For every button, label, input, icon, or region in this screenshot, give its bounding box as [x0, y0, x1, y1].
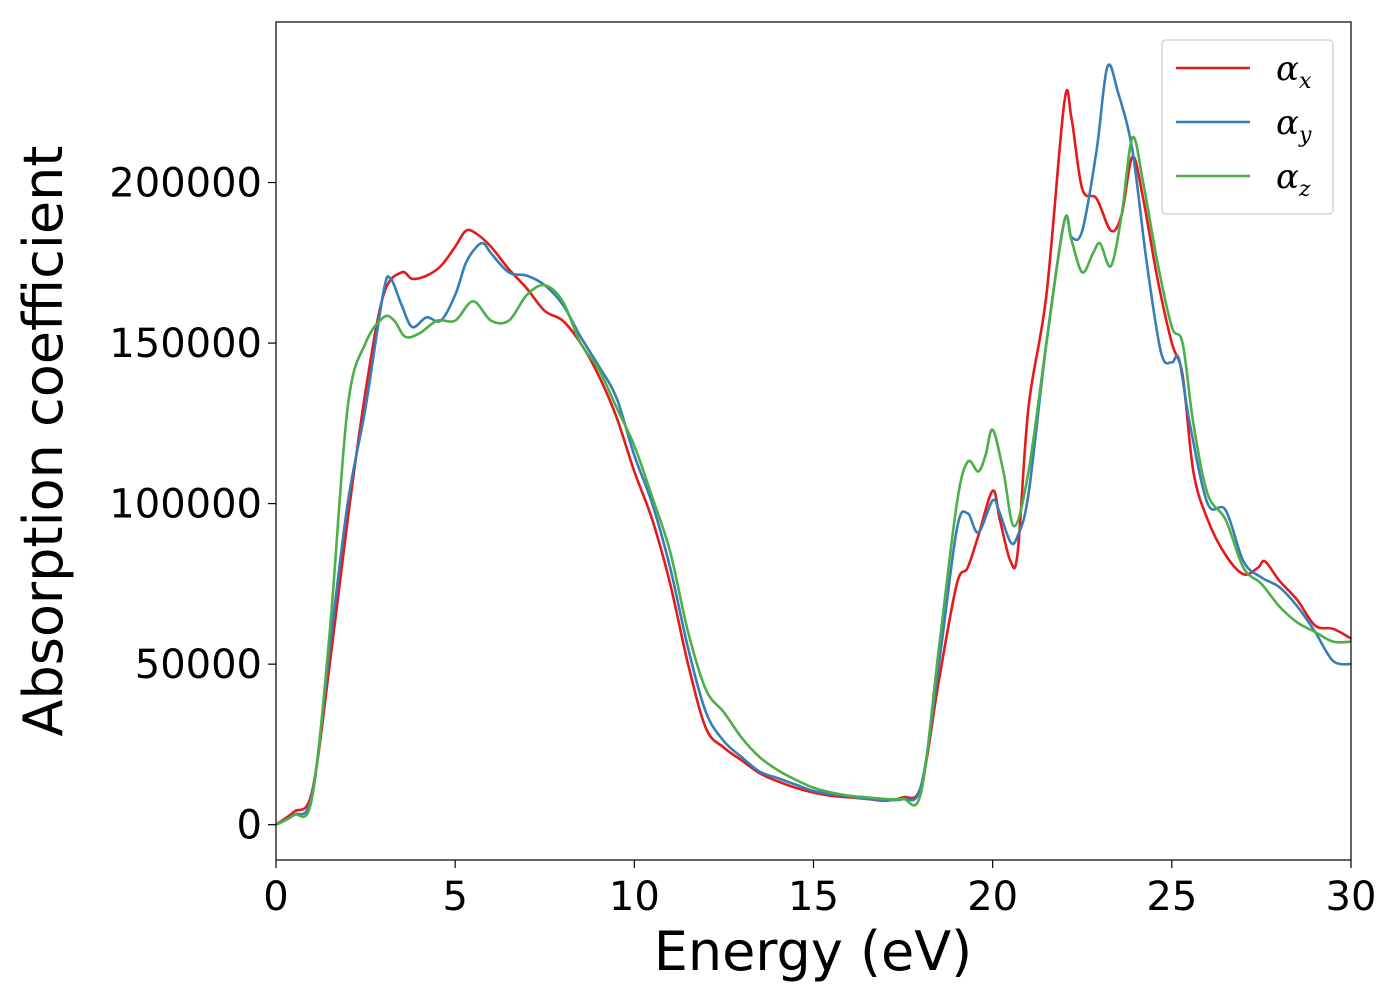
x-tick-label: 10 — [609, 874, 660, 920]
y-tick-label: 200000 — [109, 161, 262, 207]
series-layer — [276, 63, 1351, 826]
x-tick-label: 30 — [1326, 874, 1377, 920]
y-tick-label: 100000 — [109, 482, 262, 528]
y-axis: 0 50000 100000 150000 200000 — [109, 161, 276, 849]
x-tick-label: 25 — [1146, 874, 1197, 920]
y-tick-label: 50000 — [135, 642, 262, 688]
y-axis-title: Absorption coefficient — [12, 146, 75, 737]
legend-frame — [1161, 39, 1334, 215]
y-tick-label: 0 — [237, 803, 262, 849]
x-axis: 0 5 10 15 20 25 30 — [263, 860, 1376, 920]
x-tick-label: 5 — [442, 874, 467, 920]
legend: αx αy αz — [1161, 39, 1334, 215]
legend-label-alpha-x: αx — [1276, 49, 1312, 94]
x-axis-title: Energy (eV) — [654, 920, 973, 983]
x-tick-label: 20 — [967, 874, 1018, 920]
y-tick-label: 150000 — [109, 321, 262, 367]
series-line-alpha-z — [276, 135, 1351, 826]
x-tick-label: 15 — [788, 874, 839, 920]
legend-label-alpha-y: αy — [1276, 103, 1312, 148]
legend-label-alpha-z: αz — [1276, 157, 1311, 202]
x-tick-label: 0 — [263, 874, 288, 920]
